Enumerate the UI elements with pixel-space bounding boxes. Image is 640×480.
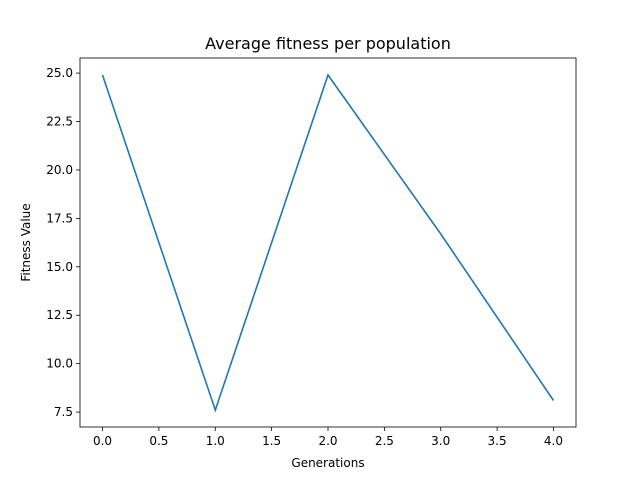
y-axis: 7.5 10.0 12.5 15.0 17.5 20.0 22.5 25.0 [46, 66, 80, 419]
x-tick-label: 3.5 [488, 434, 507, 448]
y-tick-label: 20.0 [46, 163, 73, 177]
x-tick-label: 1.5 [262, 434, 281, 448]
x-axis: 0.0 0.5 1.0 1.5 2.0 2.5 3.0 3.5 4.0 [93, 427, 563, 448]
y-tick-label: 10.0 [46, 357, 73, 371]
x-tick-label: 0.0 [93, 434, 112, 448]
y-tick-label: 12.5 [46, 308, 73, 322]
y-tick-label: 15.0 [46, 260, 73, 274]
x-tick-label: 0.5 [149, 434, 168, 448]
y-tick-label: 7.5 [54, 405, 73, 419]
x-tick-label: 3.0 [431, 434, 450, 448]
chart-title: Average fitness per population [205, 34, 451, 53]
x-tick-label: 4.0 [544, 434, 563, 448]
x-axis-label: Generations [291, 456, 364, 470]
x-tick-label: 1.0 [206, 434, 225, 448]
series-line [101, 73, 555, 413]
plot-area [79, 57, 577, 428]
y-tick-label: 17.5 [46, 211, 73, 225]
y-tick-label: 22.5 [46, 115, 73, 129]
y-tick-label: 25.0 [46, 66, 73, 80]
x-tick-label: 2.5 [375, 434, 394, 448]
x-tick-label: 2.0 [318, 434, 337, 448]
y-axis-label: Fitness Value [19, 203, 33, 281]
series-lines [101, 73, 555, 413]
